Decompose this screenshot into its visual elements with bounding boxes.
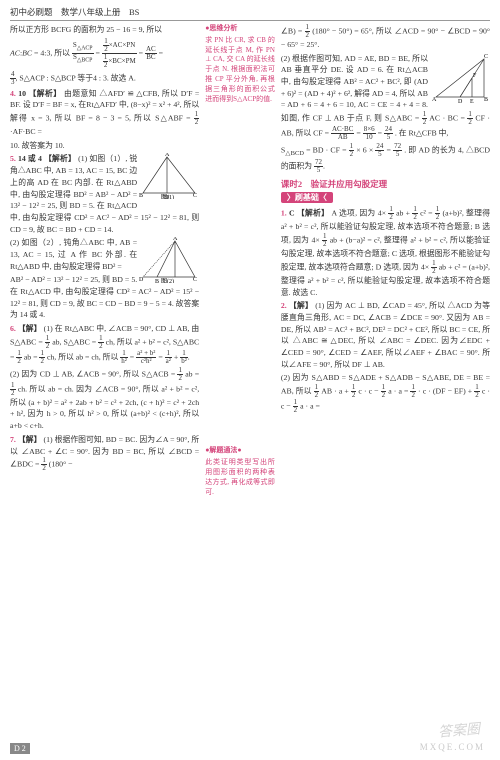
svg-text:D: D xyxy=(458,99,463,103)
page-number: D 2 xyxy=(10,743,30,754)
column-left: 所以正方形 BCFG 的面积为 25 − 16 = 9, 所以 AC:BC = … xyxy=(10,24,199,752)
watermark: 答案圈 xyxy=(437,718,481,742)
section-title: 课时2 验证并应用勾股定理 xyxy=(281,178,490,191)
svg-text:图(2): 图(2) xyxy=(161,278,174,283)
svg-text:C: C xyxy=(193,277,197,283)
line: A B D E C F (2) 根据作图可知, AD = AE, BD = BE, 所… xyxy=(281,53,490,141)
svg-text:A: A xyxy=(432,97,437,103)
svg-text:图(1): 图(1) xyxy=(161,194,174,199)
text: 所以正方形 BCFG 的面积为 25 − 16 = 9, 所以 xyxy=(10,25,162,34)
svg-text:B: B xyxy=(139,193,143,199)
text: ab = xyxy=(24,352,38,361)
q-ans: 10 xyxy=(18,89,26,98)
figure-triangle-3: A B D E C F xyxy=(430,53,490,103)
text: ∠B) = xyxy=(281,26,302,35)
q-ans: C xyxy=(289,209,295,218)
text: ·AF·BC = xyxy=(10,127,42,136)
text: AB · a + xyxy=(321,386,349,395)
q-tag: 【解析】 xyxy=(44,154,76,163)
page-header: 初中必刷题 数学八年级上册 BS xyxy=(10,6,490,21)
figure-triangle-1: A B D C 图(1) xyxy=(139,153,199,199)
text: · c · (DF − EF) + xyxy=(418,386,472,395)
q-num: 2. xyxy=(281,301,287,310)
text: ch. 所以 ab = ch. 因为 ∠ACB = 90°, 所以 a² + b… xyxy=(10,384,199,430)
svg-text:B: B xyxy=(484,97,488,103)
svg-text:A: A xyxy=(173,237,178,242)
section-bar: 〉刷基础〈 xyxy=(281,192,490,204)
line: (2) 因为 CD ⊥ AB, ∠ACB = 90°, 所以 S△ACB = 1… xyxy=(10,367,199,432)
text: ch, 所以 ab = ch, 所以 xyxy=(47,352,118,361)
text: c² = xyxy=(420,209,432,218)
q-num: 7. xyxy=(10,435,16,444)
columns: 所以正方形 BCFG 的面积为 25 − 16 = 9, 所以 AC:BC = … xyxy=(10,24,490,752)
text: ab + xyxy=(396,209,410,218)
bar-text: 刷基础 xyxy=(295,193,319,202)
svg-text:C: C xyxy=(193,193,197,199)
text: (2) 根据作图可知, AD = AE, BD = BE, 所以 AB 垂直平分… xyxy=(281,54,428,123)
svg-text:A: A xyxy=(165,153,170,158)
text: (180° − xyxy=(49,459,73,468)
svg-text:B: B xyxy=(155,279,159,283)
line: 2. 【解】 (1) 因为 AC ⊥ BD, ∠CAD = 45°, 所以 △A… xyxy=(281,300,490,370)
column-margin: ●思维分析 求 PN 比 CR, 求 CB 的延长线于点 M, 作 PN ⊥ C… xyxy=(205,24,275,752)
margin-title: ●思维分析 xyxy=(205,24,275,34)
text: AC · BC = xyxy=(429,113,465,122)
line: 4. 10 【解析】 由题意知 △AFD′ ≌ △CFB, 所以 D′F = B… xyxy=(10,88,199,138)
line: 6. 【解】 (1) 在 Rt△ABC 中, ∠ACB = 90°, CD ⊥ … xyxy=(10,323,199,365)
text: c · c − xyxy=(358,386,378,395)
line: A B D C 图(1) 5. 14 或 4 【解析】 (1) 如图（1）, 锐… xyxy=(10,153,199,235)
margin-text: 求 PN 比 CR, 求 CB 的延长线于点 M, 作 PN ⊥ CA, 交 C… xyxy=(205,36,275,105)
text: (1) 因为 AC ⊥ BD, ∠CAD = 45°, 所以 △ACD 为等腰直… xyxy=(281,301,490,368)
q-tag: 【解】 xyxy=(289,301,313,310)
text: , S△ACP : S△BCP 等于4 : 3. 故选 A. xyxy=(16,73,136,82)
line: S△BCD = BD · CF = 12 × 6 × 245 = 725 . 即… xyxy=(281,143,490,174)
text: a · a = xyxy=(300,401,320,410)
line: 1. C 【解析】 A 选项, 因为 4× 12 ab + 12 c² = 12… xyxy=(281,206,490,298)
text: (2) 因为 CD ⊥ AB, ∠ACB = 90°, 所以 S△ACB = xyxy=(10,369,175,378)
column-right: ∠B) = 12 (180° − 50°) = 65°, 所以 ∠ACD = 9… xyxy=(281,24,490,752)
q-num: 1. xyxy=(281,209,287,218)
line: A D B C 图(2) (2) 如图（2）, 钝角△ABC 中, AB = 1… xyxy=(10,237,199,272)
q-tag: 【解】 xyxy=(18,324,42,333)
svg-text:D: D xyxy=(139,277,144,283)
q-tag: 【解析】 xyxy=(297,209,329,218)
text: ab, S△ABC = xyxy=(52,337,96,346)
text: ab = xyxy=(185,369,199,378)
q-num: 6. xyxy=(10,324,16,333)
page: 初中必刷题 数学八年级上册 BS 所以正方形 BCFG 的面积为 25 − 16… xyxy=(0,0,500,760)
text: . 在 Rt△CFB 中, xyxy=(395,128,448,137)
line: AC:BC = 4:3, 所以 S△ACPS△BCP = 12×AC×PN12×… xyxy=(10,38,199,69)
line: (2) 因为 S△ABD = S△ADE + S△ADB − S△ABE, DE… xyxy=(281,372,490,414)
line: 所以正方形 BCFG 的面积为 25 − 16 = 9, 所以 xyxy=(10,24,199,36)
q-tag: 【解析】 xyxy=(29,89,62,98)
q-tag: 【解】 xyxy=(18,435,42,444)
q-num: 5. xyxy=(10,154,16,163)
text: (180° − 50°) = 65°, 所以 ∠ACD = 90° − ∠BCD… xyxy=(281,26,490,49)
text: (2) 如图（2）, 钝角△ABC 中, AB = 13, AC = 15, 过… xyxy=(10,238,137,270)
text: . 即 AD 的长为 4, △BCD 的面积为 xyxy=(281,145,490,170)
svg-text:E: E xyxy=(470,99,474,103)
watermark-url: MXQE.COM xyxy=(420,742,485,752)
line: 10. 故答案为 10. xyxy=(10,140,199,152)
line: 7. 【解】 (1) 根据作图可知, BD = BC. 因为∠A = 90°, … xyxy=(10,434,199,472)
line: 43, S△ACP : S△BCP 等于4 : 3. 故选 A. xyxy=(10,71,199,86)
text: a · a = xyxy=(388,386,408,395)
margin-text: 此类证明类型写出所用图形面积的两种表达方式, 再化成等式即可. xyxy=(205,458,275,497)
text: A 选项, 因为 4× xyxy=(332,209,387,218)
line: ∠B) = 12 (180° − 50°) = 65°, 所以 ∠ACD = 9… xyxy=(281,24,490,51)
figure-triangle-2: A D B C 图(2) xyxy=(139,237,199,283)
q-ans: 14 或 4 xyxy=(18,154,42,163)
q-num: 4. xyxy=(10,89,16,98)
svg-text:F: F xyxy=(473,73,477,79)
margin-title: ●解题通法● xyxy=(205,446,275,456)
svg-text:C: C xyxy=(484,54,488,60)
